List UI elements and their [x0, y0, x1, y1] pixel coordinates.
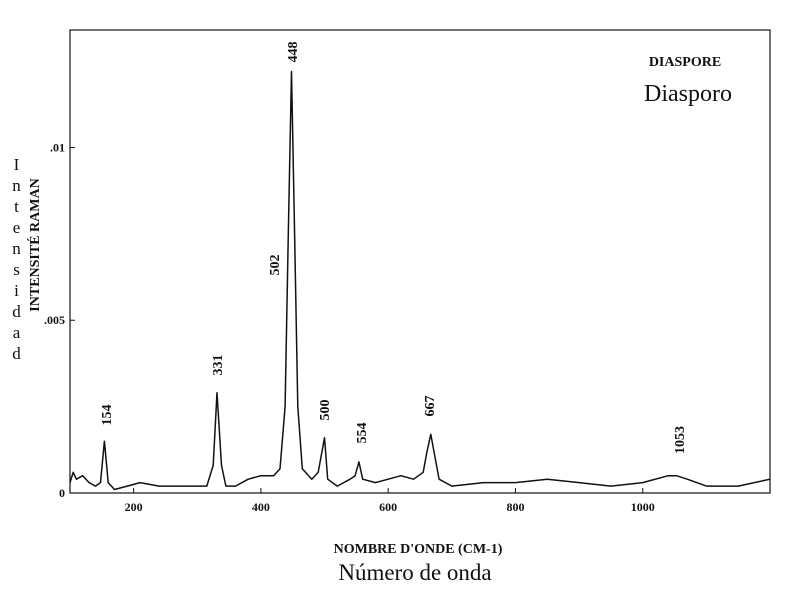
peak-label: 1053 [673, 426, 688, 454]
y-axis-title: INTENSITÉ RAMAN [26, 178, 43, 311]
title: DIASPORE [649, 55, 721, 70]
y-tick-label: .005 [44, 313, 65, 327]
peak-label: 667 [423, 396, 438, 417]
x-tick-label: 400 [252, 500, 270, 514]
x-tick-label: 200 [125, 500, 143, 514]
x-tick-label: 600 [379, 500, 397, 514]
peak-label: 554 [355, 423, 370, 444]
plot-frame [69, 29, 771, 494]
y-tick-label: .01 [50, 140, 65, 154]
subtitle: Diasporo [644, 81, 732, 107]
peak-label: 331 [211, 355, 226, 376]
x-tick-label: 800 [506, 500, 524, 514]
x-axis-title: NOMBRE D'ONDE (CM-1) [334, 542, 503, 557]
x-axis-subtitle: Número de onda [338, 560, 491, 585]
peak-label: 448 [286, 42, 301, 63]
peak-label: 154 [100, 405, 115, 426]
y-axis-subtitle: Intensidad [7, 155, 26, 365]
x-tick-label: 1000 [631, 500, 655, 514]
y-tick-label: 0 [59, 486, 65, 500]
peak-label: 502 [268, 255, 283, 276]
peak-label: 500 [318, 400, 333, 421]
spectrum-line [69, 70, 771, 491]
